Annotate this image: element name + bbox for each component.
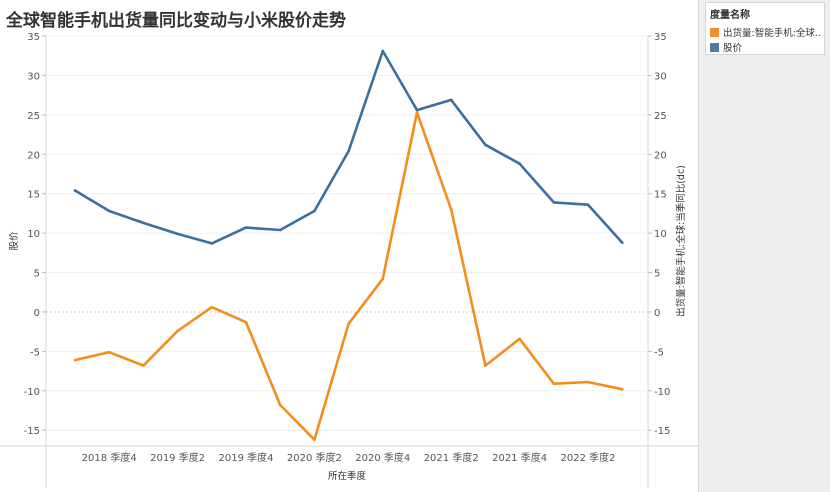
data-point-shipments — [620, 387, 624, 391]
data-point-shipments — [586, 380, 590, 384]
y-tick-label-right: 10 — [654, 229, 667, 240]
x-tick-label: 2021 季度4 — [492, 451, 547, 464]
chart-svg: 35 35 30 30 25 25 20 20 15 15 10 10 5 5 0 0 -5 -5 -10 -10 -1… — [0, 32, 698, 488]
chart-title: 全球智能手机出货量同比变动与小米股价走势 — [6, 11, 346, 31]
data-point-price — [620, 241, 624, 244]
data-point-shipments — [107, 350, 111, 354]
x-tick-label: 2019 季度4 — [219, 451, 274, 464]
data-point-shipments — [552, 382, 556, 386]
y-tick-label-left: -5 — [30, 347, 40, 358]
legend-swatch-price — [710, 42, 719, 52]
y-tick-label-left: 15 — [27, 190, 40, 201]
x-tick-label: 2020 季度4 — [355, 451, 410, 464]
data-point-shipments — [415, 111, 419, 114]
data-point-price — [484, 143, 487, 147]
legend-label-shipments: 出货量:智能手机:全球.. — [723, 28, 821, 39]
data-point-shipments — [210, 305, 214, 309]
data-point-price — [142, 221, 145, 225]
legend-label-price: 股价 — [723, 43, 743, 54]
data-point-shipments — [73, 358, 77, 362]
legend-item-shipments[interactable]: 出货量:智能手机:全球.. — [710, 25, 821, 39]
legend-swatch-shipments — [710, 27, 719, 37]
data-point-price — [347, 149, 350, 153]
x-tick-label: 2018 季度4 — [82, 451, 137, 464]
y-tick-label-right: 15 — [654, 190, 667, 201]
data-point-price — [176, 232, 179, 236]
y-tick-label-right: 25 — [654, 111, 667, 122]
data-point-price — [278, 228, 282, 232]
data-point-price — [381, 49, 385, 53]
y-tick-label-left: 0 — [34, 308, 40, 319]
y-tick-label-left: -10 — [24, 387, 40, 398]
y-tick-label-left: 25 — [27, 111, 40, 122]
y-tick-label-left: 20 — [27, 150, 40, 161]
y-tick-label-left: 30 — [27, 71, 40, 82]
y-tick-label-right: 5 — [654, 269, 660, 280]
series-line-price — [73, 49, 624, 245]
data-point-shipments — [347, 322, 350, 326]
data-point-price — [415, 108, 419, 112]
y-tick-label-left: -15 — [24, 426, 40, 437]
y-tick-label-left: 5 — [34, 269, 40, 280]
y-axis-title-left: 股价 — [9, 231, 20, 251]
legend-title: 度量名称 — [710, 10, 750, 21]
y-tick-label-right: 35 — [654, 32, 667, 43]
x-tick-label: 2022 季度2 — [561, 451, 616, 464]
x-tick-label: 2021 季度2 — [424, 451, 479, 464]
y-tick-label-right: 0 — [654, 308, 660, 319]
data-point-shipments — [244, 320, 248, 324]
legend: 度量名称 出货量:智能手机:全球.. 股价 — [705, 2, 825, 55]
y-tick-label-right: -10 — [654, 387, 670, 398]
data-point-price — [107, 209, 111, 213]
data-point-price — [210, 242, 214, 245]
legend-panel: 度量名称 出货量:智能手机:全球.. 股价 — [698, 0, 830, 492]
y-axis-title-right: 出货量:智能手机:全球:当季同比(dc) — [675, 165, 687, 317]
data-point-shipments — [484, 364, 487, 367]
x-tick-label: 2019 季度2 — [150, 451, 205, 464]
data-point-price — [518, 162, 521, 166]
data-point-shipments — [142, 364, 145, 367]
data-point-shipments — [518, 337, 521, 341]
data-point-shipments — [381, 277, 385, 281]
data-point-price — [586, 203, 590, 207]
data-point-price — [552, 201, 556, 204]
data-point-shipments — [313, 438, 316, 441]
data-point-shipments — [449, 208, 453, 211]
y-tick-label-right: -5 — [654, 347, 664, 358]
y-tick-label-right: 20 — [654, 150, 667, 161]
data-point-shipments — [278, 403, 282, 407]
data-point-price — [449, 98, 453, 102]
x-axis-title: 所在季度 — [328, 470, 367, 482]
data-point-price — [244, 226, 248, 229]
data-point-price — [73, 189, 77, 192]
data-point-shipments — [176, 329, 179, 333]
y-tick-label-left: 10 — [27, 229, 40, 240]
y-tick-label-right: 30 — [654, 71, 667, 82]
data-point-price — [313, 209, 316, 213]
y-tick-label-left: 35 — [27, 32, 40, 43]
y-tick-label-right: -15 — [654, 426, 670, 437]
legend-item-price[interactable]: 股价 — [710, 40, 742, 54]
x-tick-label: 2020 季度2 — [287, 451, 342, 464]
